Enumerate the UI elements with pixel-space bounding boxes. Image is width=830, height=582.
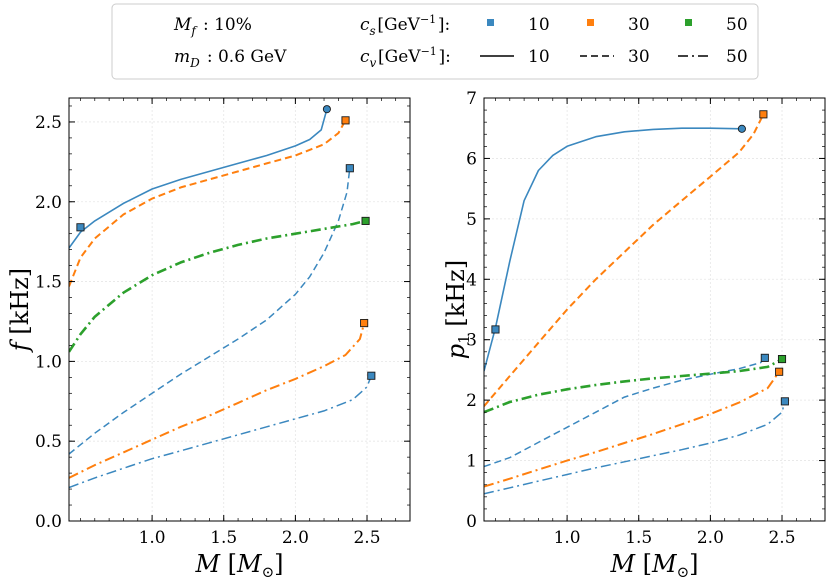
y-tick-label: 5 bbox=[466, 210, 477, 230]
y-tick-label: 2 bbox=[466, 391, 477, 411]
series-group bbox=[484, 113, 786, 495]
y-tick-label: 2.5 bbox=[35, 113, 62, 133]
end-marker-square bbox=[76, 223, 85, 232]
legend-cs-value: 30 bbox=[628, 15, 650, 35]
legend-cs-marker bbox=[587, 19, 594, 26]
legend-mf-label: Mf : 10% bbox=[173, 15, 252, 38]
x-tick-label: 2.0 bbox=[282, 528, 309, 548]
y-tick-label: 4 bbox=[466, 270, 477, 290]
panel-frequency-p1: 1.0 1.5 2.0 2.5 0 1 2 3 4 5 6 7 M [M⊙] p1 [kHz] bbox=[442, 89, 826, 581]
series-line bbox=[484, 113, 765, 407]
legend-entries: 10 30 50 10 30 50 bbox=[480, 15, 748, 67]
end-marker-square bbox=[361, 216, 370, 225]
legend-cs-value: 10 bbox=[528, 15, 550, 35]
end-marker-square bbox=[759, 110, 768, 119]
axes-frame bbox=[68, 97, 411, 522]
end-marker-square bbox=[360, 319, 369, 328]
x-axis-label: M [M⊙] bbox=[609, 550, 698, 581]
legend-cs-marker bbox=[487, 19, 494, 26]
end-marker-square bbox=[491, 325, 500, 334]
y-tick-label: 1.5 bbox=[35, 273, 62, 293]
y-axis-label: p1 [kHz] bbox=[442, 260, 473, 359]
legend-cs-label: cs [GeV−1 ]: bbox=[360, 13, 450, 38]
y-tick-label: 0 bbox=[466, 512, 477, 532]
y-tick-label: 0.0 bbox=[35, 512, 62, 532]
x-tick-label: 1.5 bbox=[210, 528, 237, 548]
series-line bbox=[69, 375, 373, 489]
end-marker-circle bbox=[322, 105, 331, 114]
panel-frequency-f: 1.0 1.5 2.0 2.5 0.0 0.5 1.0 1.5 2.0 2.5 M [M⊙] f [k… bbox=[6, 97, 411, 581]
series-line bbox=[484, 357, 766, 468]
y-tick-label: 3 bbox=[466, 331, 477, 351]
y-tick-label: 7 bbox=[466, 89, 477, 109]
y-tick-label: 6 bbox=[466, 149, 477, 169]
x-tick-label: 2.0 bbox=[697, 528, 724, 548]
end-marker-square bbox=[345, 164, 354, 173]
legend-frame bbox=[111, 3, 759, 80]
end-marker-square bbox=[367, 371, 376, 380]
series-line bbox=[69, 219, 366, 353]
x-tick-label: 1.5 bbox=[625, 528, 652, 548]
x-tick-label: 2.5 bbox=[768, 528, 795, 548]
x-tick-label: 1.0 bbox=[139, 528, 166, 548]
end-marker-square bbox=[777, 355, 787, 364]
series-group bbox=[69, 108, 373, 489]
legend-md-label: mD : 0.6 GeV bbox=[174, 47, 287, 70]
legend-cv-value: 10 bbox=[528, 47, 550, 67]
legend-cs-value: 50 bbox=[726, 15, 748, 35]
end-marker-circle bbox=[737, 124, 746, 133]
end-marker-square bbox=[780, 397, 789, 406]
series-line bbox=[484, 371, 781, 488]
axes-frame bbox=[483, 97, 826, 522]
x-axis-label: M [M⊙] bbox=[194, 550, 283, 581]
x-tick-label: 1.0 bbox=[554, 528, 581, 548]
end-marker-square bbox=[760, 353, 769, 362]
series-line bbox=[484, 401, 786, 495]
series-line bbox=[484, 127, 742, 372]
series-line bbox=[69, 119, 347, 287]
y-tick-label: 1.0 bbox=[35, 352, 62, 372]
legend-cs-marker bbox=[685, 19, 692, 26]
y-tick-label: 0.5 bbox=[35, 432, 62, 452]
end-marker-square bbox=[775, 367, 784, 376]
x-tick-label: 2.5 bbox=[353, 528, 380, 548]
series-line bbox=[69, 108, 328, 249]
legend: Mf : 10% mD : 0.6 GeV cs [GeV−1 ]: cv [G… bbox=[111, 3, 759, 80]
y-tick-label: 1 bbox=[466, 452, 477, 472]
series-line bbox=[484, 357, 783, 414]
legend-cv-value: 30 bbox=[628, 47, 650, 67]
y-tick-label: 2.0 bbox=[35, 193, 62, 213]
y-axis-label: f [kHz] bbox=[6, 268, 34, 353]
end-marker-square bbox=[341, 116, 350, 125]
legend-cv-value: 50 bbox=[726, 47, 748, 67]
legend-cv-label: cv [GeV−1 ]: bbox=[360, 45, 451, 70]
series-line bbox=[69, 322, 366, 479]
